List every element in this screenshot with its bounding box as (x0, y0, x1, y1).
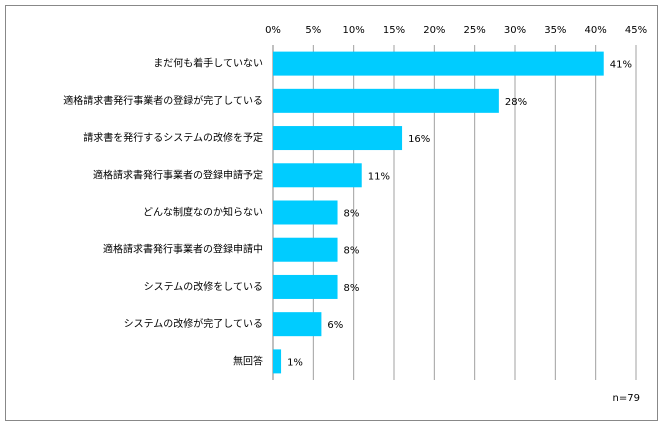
bar (273, 51, 604, 76)
bar (273, 163, 362, 188)
y-tick-label: システムの改修をしている (144, 280, 263, 293)
x-tick-label: 20% (423, 25, 445, 36)
y-tick-label: 適格請求書発行事業者の登録申請予定 (93, 168, 263, 181)
y-tick-label: 適格請求書発行事業者の登録申請中 (103, 243, 263, 256)
x-tick-label: 5% (305, 25, 321, 36)
bar (273, 312, 322, 337)
y-tick-label: どんな制度なのか知らない (143, 206, 263, 219)
x-tick-label: 30% (504, 25, 526, 36)
value-label: 8% (344, 246, 360, 257)
value-label: 8% (344, 209, 360, 220)
bar (273, 237, 338, 262)
value-label: 11% (368, 171, 390, 182)
bar (273, 126, 403, 151)
x-tick-label: 10% (343, 25, 365, 36)
sample-size-note: n=79 (613, 393, 640, 404)
x-tick-label: 15% (383, 25, 405, 36)
y-tick-label: まだ何も着手していない (153, 57, 263, 70)
y-tick-label: 適格請求書発行事業者の登録が完了している (63, 94, 263, 107)
x-tick-label: 40% (585, 25, 607, 36)
y-tick-label: システムの改修が完了している (124, 317, 263, 330)
value-label: 16% (408, 134, 430, 145)
bar (273, 88, 499, 113)
x-tick-label: 25% (464, 25, 486, 36)
value-label: 8% (344, 283, 360, 294)
x-tick-label: 0% (265, 25, 281, 36)
bar (273, 349, 282, 374)
x-tick-label: 35% (544, 25, 566, 36)
bar (273, 200, 338, 225)
value-label: 6% (327, 320, 343, 331)
x-tick-label: 45% (625, 25, 647, 36)
value-label: 28% (505, 97, 527, 108)
value-label: 1% (287, 357, 303, 368)
y-tick-label: 請求書を発行するシステムの改修を予定 (83, 131, 263, 144)
y-tick-label: 無回答 (233, 354, 263, 367)
bar (273, 274, 338, 299)
value-label: 41% (610, 60, 632, 71)
